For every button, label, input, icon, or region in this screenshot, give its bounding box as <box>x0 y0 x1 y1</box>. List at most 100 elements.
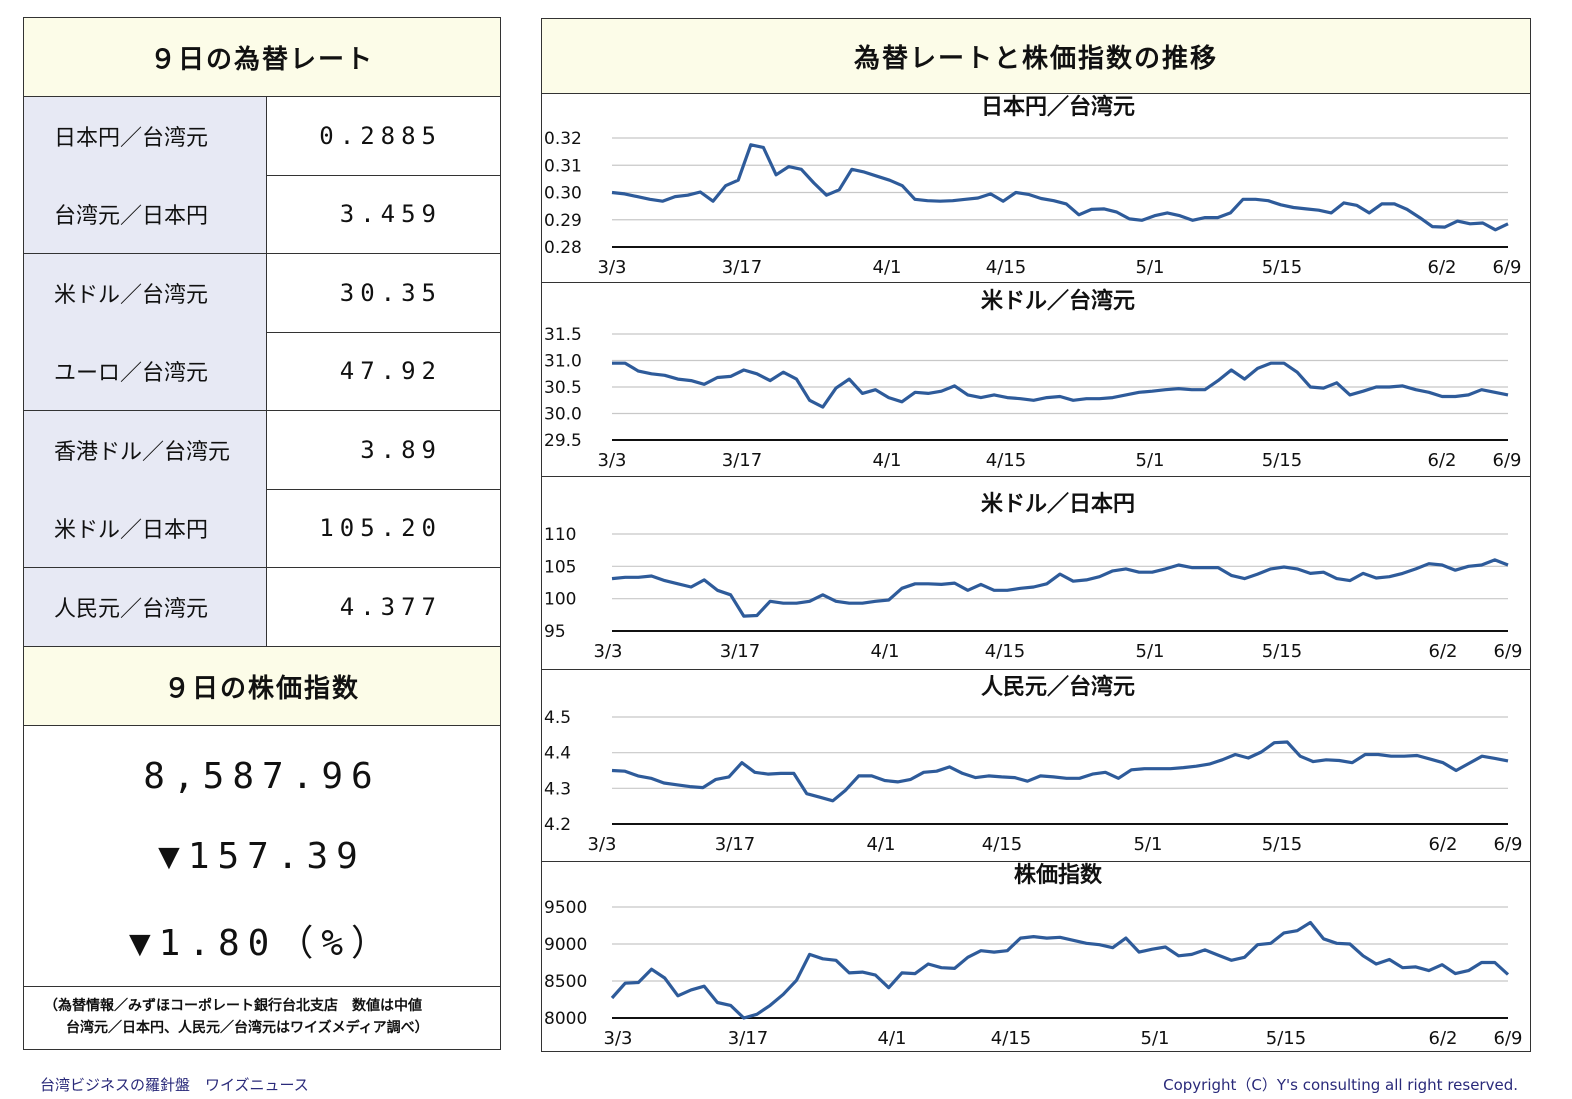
line-chart: 株価指数 9500 9000 8500 8000 3/3 3/17 4/1 4/15 5/1 5/1… <box>544 862 1523 1049</box>
rate-row: 香港ドル／台湾元 3.89 <box>24 411 500 490</box>
x-tick-label: 3/17 <box>722 257 762 278</box>
rate-label: 台湾元／日本円 <box>24 175 267 253</box>
y-tick-label: 31.5 <box>544 325 582 345</box>
rate-label: ユーロ／台湾元 <box>24 332 267 410</box>
stock-change: ▼157.39 <box>158 836 366 877</box>
series-line <box>612 361 1509 409</box>
y-tick-label: 8500 <box>544 972 587 992</box>
rate-row: 米ドル／日本円 105.20 <box>24 489 500 568</box>
x-tick-label: 5/15 <box>1262 834 1302 855</box>
x-tick-label: 4/1 <box>871 641 900 662</box>
x-tick-label: 3/17 <box>720 641 760 662</box>
y-tick-label: 100 <box>544 590 576 610</box>
stock-change-percent: ▼1.80（%） <box>128 923 396 964</box>
chart-title: 株価指数 <box>1014 862 1103 888</box>
x-tick-label: 6/2 <box>1429 641 1458 662</box>
y-tick-label: 0.32 <box>544 129 582 149</box>
x-tick-label: 3/17 <box>715 834 755 855</box>
x-tick-label: 5/1 <box>1134 834 1163 855</box>
x-tick-label: 5/1 <box>1136 257 1165 278</box>
x-tick-label: 5/1 <box>1136 641 1165 662</box>
line-chart: 人民元／台湾元 4.5 4.4 4.3 4.2 3/3 3/17 4/1 4/15 5/1 5/15… <box>544 674 1523 855</box>
x-tick-label: 4/15 <box>986 450 1026 471</box>
rate-value: 47.92 <box>339 357 442 385</box>
y-tick-label: 95 <box>544 622 566 642</box>
x-tick-label: 4/1 <box>873 450 902 471</box>
y-tick-label: 0.28 <box>544 238 582 258</box>
rates-panel: ９日の為替レート 日本円／台湾元 0.2885 台湾元／日本円 3.459 米ド… <box>23 17 501 1050</box>
x-tick-label: 6/9 <box>1494 834 1523 855</box>
rate-value: 0.2885 <box>319 122 442 150</box>
x-tick-label: 3/3 <box>588 834 617 855</box>
x-tick-label: 3/3 <box>598 450 627 471</box>
y-tick-label: 29.5 <box>544 431 582 451</box>
line-chart: 日本円／台湾元 0.32 0.31 0.30 0.29 0.28 3/3 3/17 4/1 4/1… <box>544 94 1522 278</box>
x-tick-label: 6/9 <box>1493 257 1522 278</box>
charts-title: 為替レートと株価指数の推移 <box>542 19 1530 94</box>
x-tick-label: 3/3 <box>604 1028 633 1049</box>
rate-value: 4.377 <box>339 593 442 621</box>
x-tick-label: 4/15 <box>991 1028 1031 1049</box>
x-tick-label: 6/2 <box>1428 257 1457 278</box>
chart-usd-jpy: 米ドル／日本円 110 105 100 95 3/3 3/17 4/1 4/15 5/1 5/15 6… <box>542 476 1530 670</box>
rate-label: 香港ドル／台湾元 <box>24 411 267 489</box>
source-note: （為替情報／みずほコーポレート銀行台北支店 数値は中値 台湾元／日本円、人民元／… <box>24 986 500 1049</box>
rate-row: 米ドル／台湾元 30.35 <box>24 254 500 333</box>
x-tick-label: 3/17 <box>728 1028 768 1049</box>
stock-title: ９日の株価指数 <box>24 647 500 726</box>
y-tick-label: 4.2 <box>544 815 571 835</box>
x-tick-label: 6/9 <box>1494 1028 1523 1049</box>
series-line <box>611 558 1509 618</box>
stock-value: 8,587.96 <box>143 756 381 797</box>
chart-title: 日本円／台湾元 <box>981 94 1135 120</box>
x-tick-label: 5/15 <box>1262 450 1302 471</box>
rates-title: ９日の為替レート <box>24 18 500 97</box>
chart-jpy-twd: 日本円／台湾元 0.32 0.31 0.30 0.29 0.28 3/3 3/17 4/1 4/1… <box>542 93 1530 283</box>
x-tick-label: 4/1 <box>873 257 902 278</box>
charts-panel: 為替レートと株価指数の推移 日本円／台湾元 0.32 0.31 0.30 0.29 0.2… <box>541 18 1531 1052</box>
rate-row: 台湾元／日本円 3.459 <box>24 175 500 254</box>
x-tick-label: 5/15 <box>1262 257 1302 278</box>
y-tick-label: 0.31 <box>544 156 582 176</box>
x-tick-label: 3/3 <box>598 257 627 278</box>
chart-cny-twd: 人民元／台湾元 4.5 4.4 4.3 4.2 3/3 3/17 4/1 4/15 5/1 5/15… <box>542 669 1530 862</box>
y-tick-label: 8000 <box>544 1009 587 1029</box>
source-line: （為替情報／みずほコーポレート銀行台北支店 数値は中値 <box>44 998 422 1014</box>
y-tick-label: 110 <box>544 525 576 545</box>
rate-label: 人民元／台湾元 <box>24 568 267 646</box>
chart-stock-index: 株価指数 9500 9000 8500 8000 3/3 3/17 4/1 4/15 5/1 5/1… <box>542 861 1530 1052</box>
rate-row: 日本円／台湾元 0.2885 <box>24 97 500 176</box>
rate-label: 米ドル／台湾元 <box>24 254 267 332</box>
y-tick-label: 4.3 <box>544 779 571 799</box>
source-line: 台湾元／日本円、人民元／台湾元はワイズメディア調べ） <box>66 1020 429 1036</box>
y-tick-label: 30.0 <box>544 405 582 425</box>
footer-brand: 台湾ビジネスの羅針盤 ワイズニュース <box>40 1076 309 1094</box>
chart-usd-twd: 米ドル／台湾元 31.5 31.0 30.5 30.0 29.5 3/3 3/17 4/1 4/1… <box>542 282 1530 477</box>
rate-value: 3.89 <box>360 436 442 464</box>
x-tick-label: 6/9 <box>1493 450 1522 471</box>
line-chart: 米ドル／台湾元 31.5 31.0 30.5 30.0 29.5 3/3 3/17 4/1 4/1… <box>544 288 1522 471</box>
x-tick-label: 5/15 <box>1266 1028 1306 1049</box>
rate-row: ユーロ／台湾元 47.92 <box>24 332 500 411</box>
x-tick-label: 4/15 <box>986 257 1026 278</box>
x-tick-label: 4/15 <box>985 641 1025 662</box>
x-tick-label: 3/3 <box>594 641 623 662</box>
x-tick-label: 6/2 <box>1429 1028 1458 1049</box>
x-tick-label: 5/1 <box>1141 1028 1170 1049</box>
x-tick-label: 3/17 <box>722 450 762 471</box>
x-tick-label: 4/1 <box>867 834 896 855</box>
y-tick-label: 4.5 <box>544 708 571 728</box>
rate-label: 米ドル／日本円 <box>24 489 267 567</box>
x-tick-label: 5/15 <box>1262 641 1302 662</box>
rate-label: 日本円／台湾元 <box>24 97 267 175</box>
x-tick-label: 6/2 <box>1428 450 1457 471</box>
chart-title: 米ドル／台湾元 <box>981 288 1135 314</box>
chart-title: 米ドル／日本円 <box>981 492 1135 517</box>
rate-value: 105.20 <box>319 514 442 542</box>
series-line <box>611 143 1509 232</box>
line-chart: 米ドル／日本円 110 105 100 95 3/3 3/17 4/1 4/15 5/1 5/15 6… <box>544 492 1522 662</box>
series-line <box>610 920 1510 1020</box>
y-tick-label: 9500 <box>544 898 587 918</box>
y-tick-label: 30.5 <box>544 378 582 398</box>
rate-row: 人民元／台湾元 4.377 <box>24 568 500 647</box>
